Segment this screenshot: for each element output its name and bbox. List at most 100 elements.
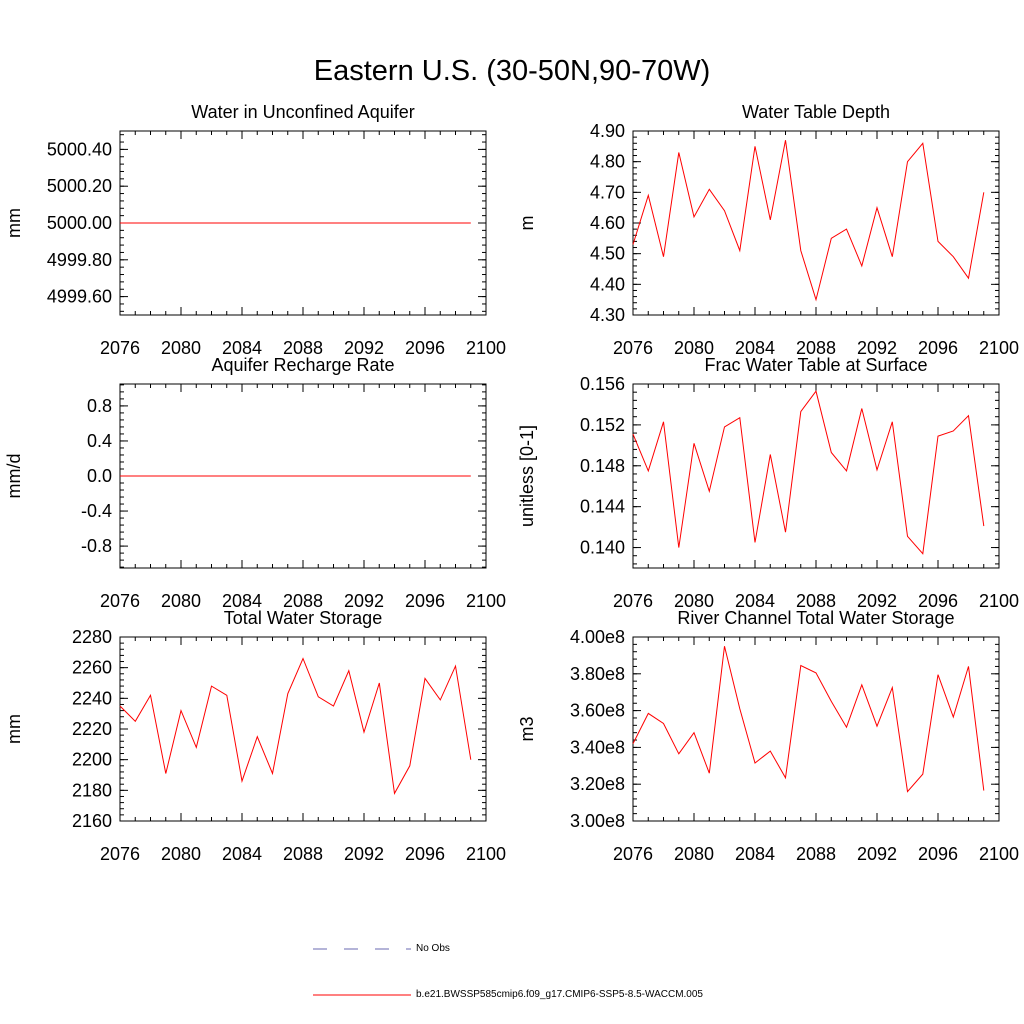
x-tick-label: 2080 bbox=[674, 591, 714, 611]
x-tick-label: 2080 bbox=[674, 844, 714, 864]
y-axis-label: mm bbox=[4, 714, 24, 744]
chart-panel-3: Aquifer Recharge Rate mm/d 2076 2080 2084 208… bbox=[4, 355, 506, 611]
y-tick-label: -0.4 bbox=[81, 501, 112, 521]
x-tick-label: 2092 bbox=[344, 338, 384, 358]
y-tick-label: 0.156 bbox=[580, 374, 625, 394]
y-tick-label: 3.80e8 bbox=[570, 664, 625, 684]
series-line bbox=[632, 390, 985, 555]
y-tick-label: 0.4 bbox=[87, 431, 112, 451]
x-tick-label: 2092 bbox=[344, 844, 384, 864]
chart-panel-1: Water in Unconfined Aquifer mm 2076 2080 208… bbox=[4, 102, 506, 358]
x-tick-label: 2084 bbox=[222, 591, 262, 611]
y-tick-label: 0.148 bbox=[580, 456, 625, 476]
y-tick-label: -0.8 bbox=[81, 536, 112, 556]
y-tick-label: 0.152 bbox=[580, 415, 625, 435]
y-tick-label: 2240 bbox=[72, 688, 112, 708]
x-tick-label: 2092 bbox=[857, 844, 897, 864]
x-tick-label: 2080 bbox=[161, 844, 201, 864]
x-tick-label: 2092 bbox=[857, 338, 897, 358]
y-tick-label: 5000.20 bbox=[47, 176, 112, 196]
y-tick-label: 4.80 bbox=[590, 152, 625, 172]
x-tick-label: 2076 bbox=[613, 844, 653, 864]
x-tick-label: 2096 bbox=[918, 591, 958, 611]
x-tick-label: 2088 bbox=[796, 844, 836, 864]
x-tick-label: 2100 bbox=[979, 338, 1019, 358]
y-tick-label: 5000.00 bbox=[47, 213, 112, 233]
y-axis-label: m bbox=[517, 216, 537, 231]
x-tick-label: 2076 bbox=[100, 844, 140, 864]
y-tick-label: 4.90 bbox=[590, 121, 625, 141]
x-tick-label: 2100 bbox=[979, 591, 1019, 611]
y-tick-label: 4.70 bbox=[590, 182, 625, 202]
x-tick-label: 2084 bbox=[222, 338, 262, 358]
panel-title: Water in Unconfined Aquifer bbox=[191, 102, 414, 122]
y-axis-label: mm bbox=[4, 208, 24, 238]
y-tick-label: 0.8 bbox=[87, 396, 112, 416]
y-tick-label: 5000.40 bbox=[47, 139, 112, 159]
y-tick-label: 4999.60 bbox=[47, 287, 112, 307]
x-tick-label: 2096 bbox=[918, 844, 958, 864]
y-axis-label: m3 bbox=[517, 716, 537, 741]
x-tick-label: 2084 bbox=[735, 591, 775, 611]
series-line bbox=[632, 140, 985, 302]
y-tick-label: 3.40e8 bbox=[570, 737, 625, 757]
x-tick-label: 2100 bbox=[466, 338, 506, 358]
panel-title: Aquifer Recharge Rate bbox=[211, 355, 394, 375]
y-tick-label: 4.50 bbox=[590, 244, 625, 264]
y-tick-label: 4.40 bbox=[590, 274, 625, 294]
y-tick-label: 2220 bbox=[72, 719, 112, 739]
y-axis-label: mm/d bbox=[4, 454, 24, 499]
y-tick-label: 4.30 bbox=[590, 305, 625, 325]
chart-panel-4: Frac Water Table at Surface unitless [0-1… bbox=[517, 355, 1019, 611]
panel-title: Total Water Storage bbox=[224, 608, 382, 628]
y-tick-label: 4999.80 bbox=[47, 250, 112, 270]
y-tick-label: 3.20e8 bbox=[570, 774, 625, 794]
x-tick-label: 2076 bbox=[613, 338, 653, 358]
x-tick-label: 2092 bbox=[344, 591, 384, 611]
x-tick-label: 2088 bbox=[796, 591, 836, 611]
x-tick-label: 2088 bbox=[283, 844, 323, 864]
chart-panel-2: Water Table Depth m 2076 2080 2084 2088 2092 20… bbox=[517, 102, 1019, 358]
main-title: Eastern U.S. (30-50N,90-70W) bbox=[313, 55, 711, 87]
panel-title: River Channel Total Water Storage bbox=[677, 608, 954, 628]
x-tick-label: 2080 bbox=[161, 338, 201, 358]
legend-obs-label: No Obs bbox=[416, 943, 450, 954]
y-tick-label: 2200 bbox=[72, 750, 112, 770]
y-tick-label: 3.60e8 bbox=[570, 701, 625, 721]
x-tick-label: 2088 bbox=[283, 338, 323, 358]
x-tick-label: 2096 bbox=[405, 591, 445, 611]
x-tick-label: 2096 bbox=[405, 338, 445, 358]
x-tick-label: 2084 bbox=[735, 338, 775, 358]
y-tick-label: 2260 bbox=[72, 658, 112, 678]
y-axis-label: unitless [0-1] bbox=[517, 425, 537, 527]
y-tick-label: 4.60 bbox=[590, 213, 625, 233]
x-tick-label: 2080 bbox=[674, 338, 714, 358]
x-tick-label: 2088 bbox=[796, 338, 836, 358]
y-tick-label: 3.00e8 bbox=[570, 811, 625, 831]
x-tick-label: 2100 bbox=[466, 591, 506, 611]
legend-model-label: b.e21.BWSSP585cmip6.f09_g17.CMIP6-SSP5-8… bbox=[416, 989, 703, 1000]
y-tick-label: 2180 bbox=[72, 780, 112, 800]
chart-panel-6: River Channel Total Water Storage m3 2076 2… bbox=[517, 608, 1019, 864]
x-tick-label: 2076 bbox=[100, 591, 140, 611]
x-tick-label: 2092 bbox=[857, 591, 897, 611]
x-tick-label: 2100 bbox=[466, 844, 506, 864]
panel-title: Frac Water Table at Surface bbox=[704, 355, 927, 375]
panel-title: Water Table Depth bbox=[742, 102, 890, 122]
x-tick-label: 2076 bbox=[613, 591, 653, 611]
y-tick-label: 4.00e8 bbox=[570, 627, 625, 647]
x-tick-label: 2084 bbox=[222, 844, 262, 864]
y-tick-label: 0.140 bbox=[580, 538, 625, 558]
y-tick-label: 2280 bbox=[72, 627, 112, 647]
x-tick-label: 2096 bbox=[918, 338, 958, 358]
x-tick-label: 2100 bbox=[979, 844, 1019, 864]
x-tick-label: 2084 bbox=[735, 844, 775, 864]
y-tick-label: 0.0 bbox=[87, 466, 112, 486]
series-line bbox=[119, 657, 472, 795]
x-tick-label: 2088 bbox=[283, 591, 323, 611]
x-tick-label: 2080 bbox=[161, 591, 201, 611]
chart-panel-5: Total Water Storage mm 2076 2080 2084 2088 209… bbox=[4, 608, 506, 864]
